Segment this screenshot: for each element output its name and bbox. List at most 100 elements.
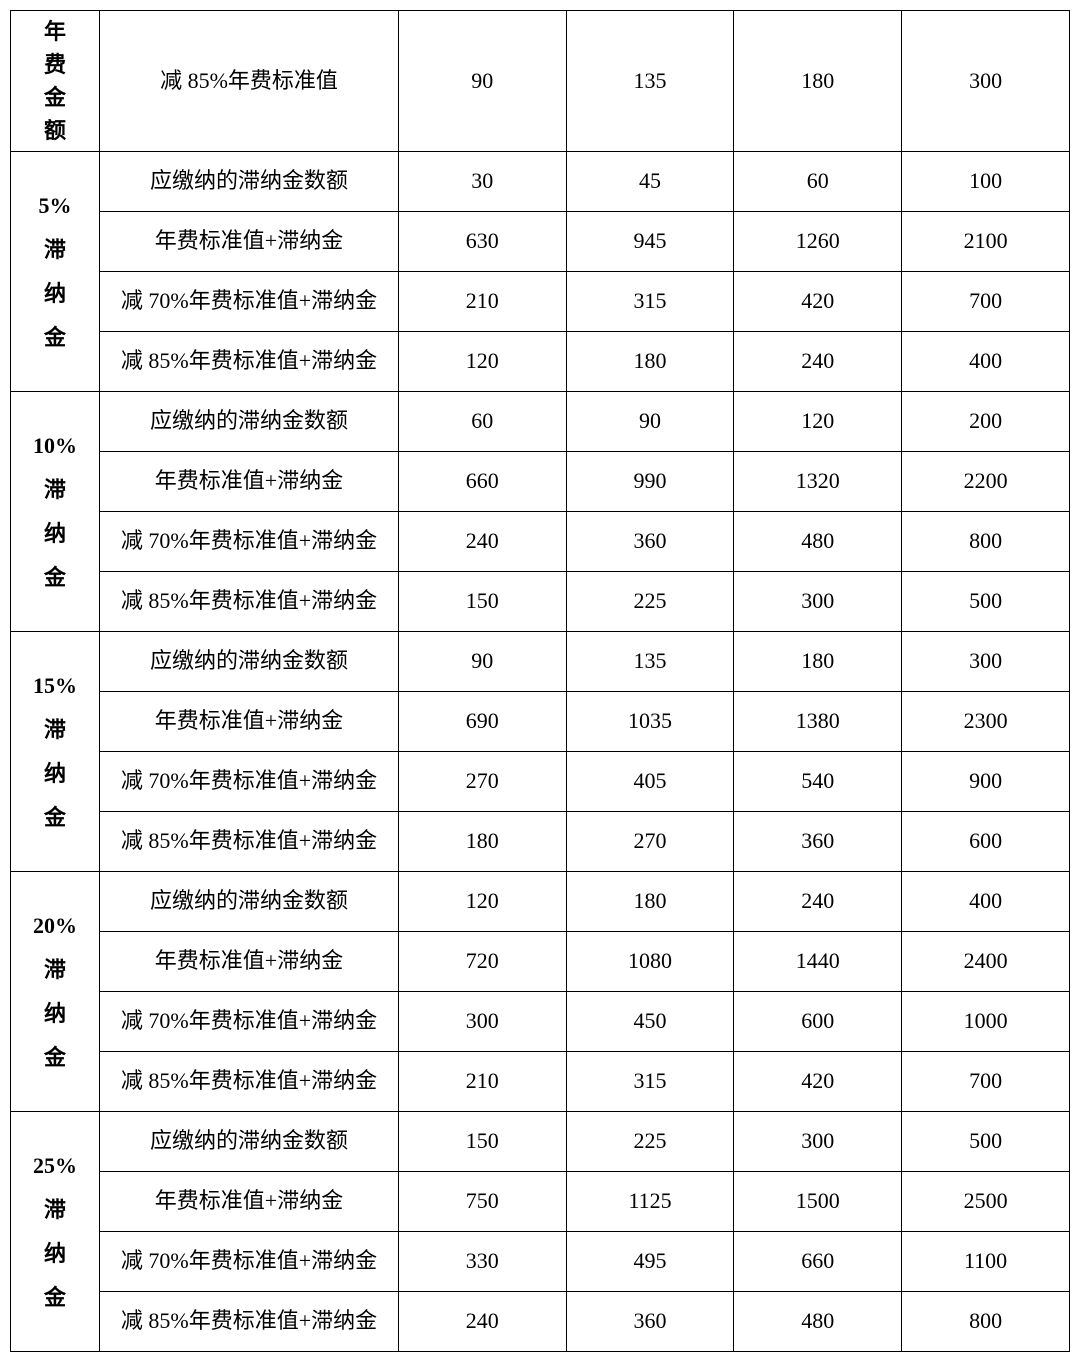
row-value: 450 (566, 992, 734, 1052)
row-value: 690 (398, 692, 566, 752)
row-desc: 年费标准值+滞纳金 (100, 692, 399, 752)
group-label: 10%滞纳金 (11, 392, 100, 632)
group-label: 25%滞纳金 (11, 1112, 100, 1352)
char: 滞 (44, 228, 66, 272)
row-value: 900 (902, 752, 1070, 812)
char: 滞 (44, 708, 66, 752)
row-value: 2500 (902, 1172, 1070, 1232)
row-desc: 应缴纳的滞纳金数额 (100, 1112, 399, 1172)
row-value: 150 (398, 1112, 566, 1172)
row-value: 210 (398, 272, 566, 332)
row-desc: 减 70%年费标准值+滞纳金 (100, 512, 399, 572)
char: 年 (44, 15, 66, 48)
header-row: 年 费 金 额 减 85%年费标准值 90 135 180 300 (11, 11, 1070, 152)
table-row: 减 85%年费标准值+滞纳金120180240400 (11, 332, 1070, 392)
row-value: 90 (566, 392, 734, 452)
char: 纳 (44, 512, 66, 556)
row-value: 420 (734, 272, 902, 332)
row-value: 360 (566, 512, 734, 572)
row-desc: 减 85%年费标准值+滞纳金 (100, 812, 399, 872)
row-value: 360 (734, 812, 902, 872)
row-value: 120 (734, 392, 902, 452)
char: 纳 (44, 272, 66, 316)
row-value: 240 (398, 512, 566, 572)
row-desc: 减 85%年费标准值+滞纳金 (100, 572, 399, 632)
row-value: 100 (902, 152, 1070, 212)
row-value: 1260 (734, 212, 902, 272)
char: 金 (44, 1276, 66, 1320)
row-value: 45 (566, 152, 734, 212)
row-value: 300 (734, 572, 902, 632)
row-value: 60 (734, 152, 902, 212)
row-value: 1380 (734, 692, 902, 752)
row-value: 420 (734, 1052, 902, 1112)
row-desc: 减 85%年费标准值+滞纳金 (100, 332, 399, 392)
row-value: 150 (398, 572, 566, 632)
row-value: 300 (902, 632, 1070, 692)
row-value: 660 (734, 1232, 902, 1292)
char: 纳 (44, 1232, 66, 1276)
row-value: 1080 (566, 932, 734, 992)
fee-table-sheet: 年 费 金 额 减 85%年费标准值 90 135 180 300 5%滞纳金应… (0, 0, 1080, 1362)
fee-table: 年 费 金 额 减 85%年费标准值 90 135 180 300 5%滞纳金应… (10, 10, 1070, 1352)
header-val-3: 300 (902, 11, 1070, 152)
header-row-label: 年 费 金 额 (11, 11, 100, 152)
row-value: 600 (734, 992, 902, 1052)
group-label-pct: 20% (33, 904, 77, 948)
row-value: 945 (566, 212, 734, 272)
row-value: 495 (566, 1232, 734, 1292)
row-value: 1035 (566, 692, 734, 752)
row-value: 500 (902, 1112, 1070, 1172)
row-value: 540 (734, 752, 902, 812)
table-row: 减 70%年费标准值+滞纳金3004506001000 (11, 992, 1070, 1052)
group-label: 15%滞纳金 (11, 632, 100, 872)
row-value: 720 (398, 932, 566, 992)
table-row: 减 70%年费标准值+滞纳金3304956601100 (11, 1232, 1070, 1292)
row-value: 240 (734, 872, 902, 932)
table-row: 20%滞纳金应缴纳的滞纳金数额120180240400 (11, 872, 1070, 932)
row-value: 180 (566, 872, 734, 932)
row-value: 120 (398, 332, 566, 392)
row-value: 225 (566, 1112, 734, 1172)
row-desc: 减 70%年费标准值+滞纳金 (100, 992, 399, 1052)
row-value: 1500 (734, 1172, 902, 1232)
row-value: 315 (566, 272, 734, 332)
char: 纳 (44, 752, 66, 796)
table-row: 5%滞纳金应缴纳的滞纳金数额304560100 (11, 152, 1070, 212)
row-value: 225 (566, 572, 734, 632)
row-value: 2200 (902, 452, 1070, 512)
row-value: 405 (566, 752, 734, 812)
table-row: 年费标准值+滞纳金720108014402400 (11, 932, 1070, 992)
group-label-pct: 10% (33, 424, 77, 468)
group-label-pct: 25% (33, 1144, 77, 1188)
row-desc: 年费标准值+滞纳金 (100, 932, 399, 992)
char: 金 (44, 796, 66, 840)
char: 费 (44, 48, 66, 81)
row-value: 400 (902, 332, 1070, 392)
header-row-label-text: 年 费 金 额 (11, 15, 99, 147)
row-value: 400 (902, 872, 1070, 932)
row-desc: 年费标准值+滞纳金 (100, 452, 399, 512)
char: 滞 (44, 948, 66, 992)
row-value: 1125 (566, 1172, 734, 1232)
row-desc: 应缴纳的滞纳金数额 (100, 872, 399, 932)
group-label-pct: 5% (39, 184, 72, 228)
row-value: 2300 (902, 692, 1070, 752)
row-value: 990 (566, 452, 734, 512)
row-value: 480 (734, 1292, 902, 1352)
row-value: 135 (566, 632, 734, 692)
header-val-0: 90 (398, 11, 566, 152)
group-label: 20%滞纳金 (11, 872, 100, 1112)
row-value: 630 (398, 212, 566, 272)
row-value: 210 (398, 1052, 566, 1112)
row-desc: 减 70%年费标准值+滞纳金 (100, 752, 399, 812)
char: 金 (44, 556, 66, 600)
row-value: 480 (734, 512, 902, 572)
char: 滞 (44, 1188, 66, 1232)
table-row: 减 85%年费标准值+滞纳金150225300500 (11, 572, 1070, 632)
table-row: 年费标准值+滞纳金66099013202200 (11, 452, 1070, 512)
table-row: 减 85%年费标准值+滞纳金180270360600 (11, 812, 1070, 872)
row-value: 800 (902, 512, 1070, 572)
row-value: 600 (902, 812, 1070, 872)
row-value: 700 (902, 272, 1070, 332)
